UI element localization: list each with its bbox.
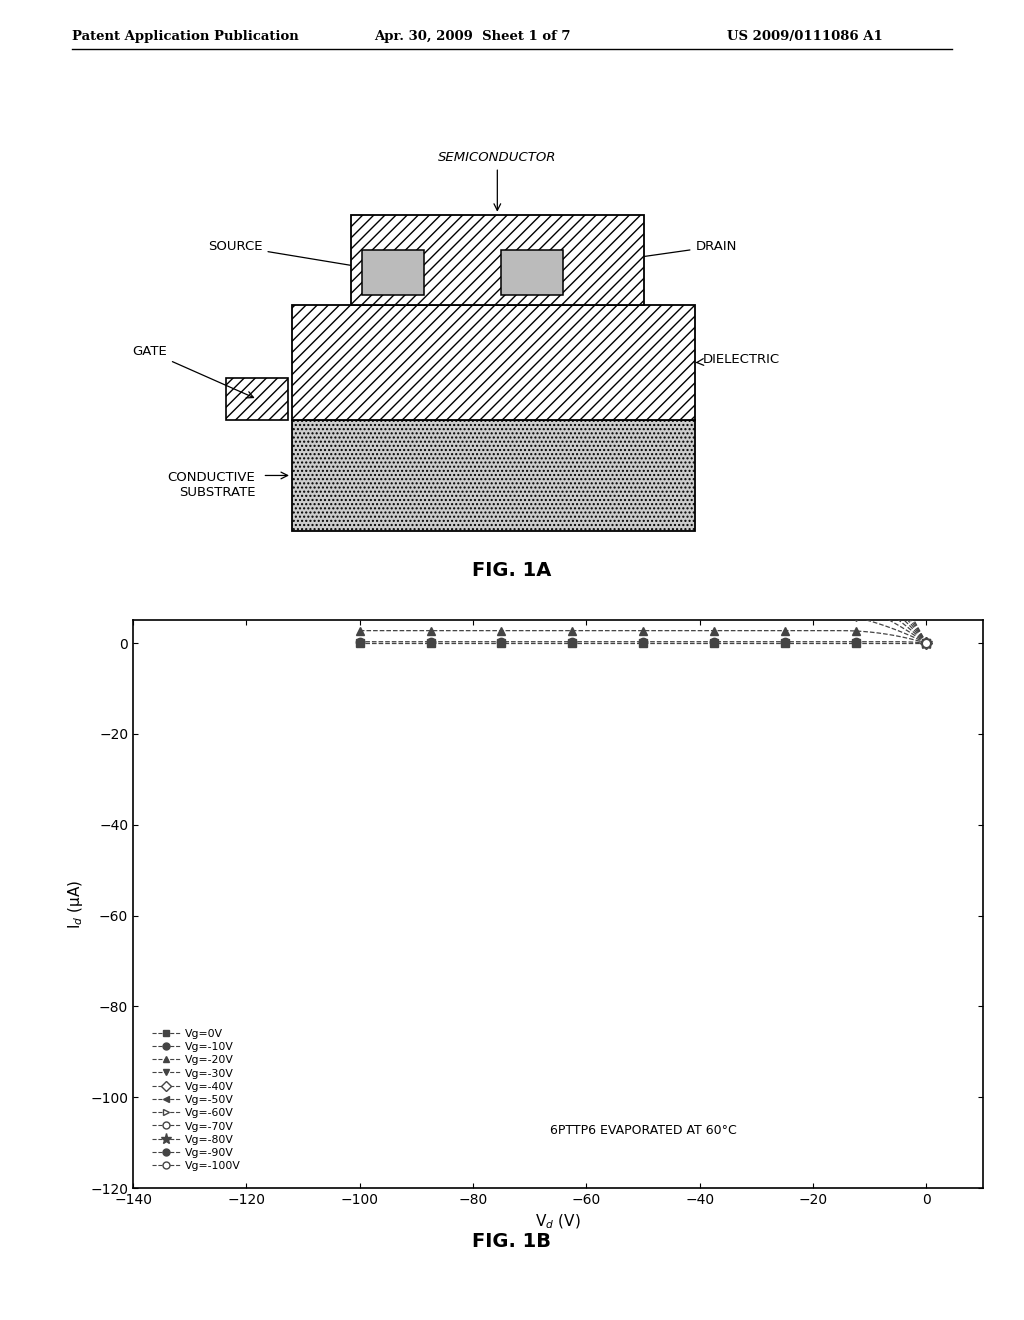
Text: DRAIN: DRAIN — [537, 240, 737, 275]
Bar — [225, 378, 288, 420]
Bar — [292, 420, 695, 531]
Text: 6PTTP6 EVAPORATED AT 60°C: 6PTTP6 EVAPORATED AT 60°C — [550, 1123, 736, 1137]
Text: DIELECTRIC: DIELECTRIC — [696, 352, 780, 366]
X-axis label: V$_d$ (V): V$_d$ (V) — [536, 1212, 581, 1230]
Y-axis label: I$_d$ (μA): I$_d$ (μA) — [66, 879, 85, 929]
Text: US 2009/0111086 A1: US 2009/0111086 A1 — [727, 30, 883, 44]
Text: FIG. 1A: FIG. 1A — [472, 561, 552, 579]
Bar — [501, 249, 563, 294]
Text: Patent Application Publication: Patent Application Publication — [72, 30, 298, 44]
Bar — [350, 215, 644, 305]
Text: CONDUCTIVE
SUBSTRATE: CONDUCTIVE SUBSTRATE — [167, 471, 255, 499]
Text: GATE: GATE — [132, 345, 254, 397]
Text: Apr. 30, 2009  Sheet 1 of 7: Apr. 30, 2009 Sheet 1 of 7 — [374, 30, 570, 44]
Legend: Vg=0V, Vg=-10V, Vg=-20V, Vg=-30V, Vg=-40V, Vg=-50V, Vg=-60V, Vg=-70V, Vg=-80V, V: Vg=0V, Vg=-10V, Vg=-20V, Vg=-30V, Vg=-40… — [147, 1023, 246, 1177]
Bar — [361, 249, 424, 294]
Text: SEMICONDUCTOR: SEMICONDUCTOR — [438, 152, 557, 210]
Text: SOURCE: SOURCE — [208, 240, 389, 273]
Text: FIG. 1B: FIG. 1B — [472, 1233, 552, 1251]
Bar — [292, 305, 695, 420]
